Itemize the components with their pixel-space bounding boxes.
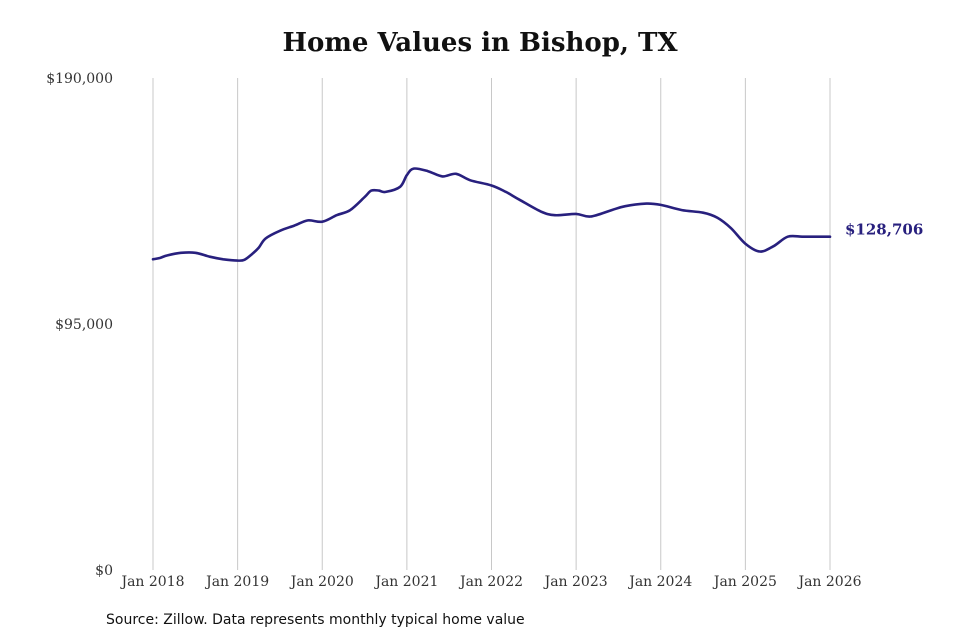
x-tick-label: Jan 2023 bbox=[543, 574, 608, 590]
x-tick-label: Jan 2020 bbox=[289, 574, 354, 590]
series-line bbox=[151, 167, 832, 262]
x-tick-label: Jan 2021 bbox=[373, 574, 438, 590]
y-tick-label: $0 bbox=[95, 563, 113, 579]
x-tick-label: Jan 2018 bbox=[119, 574, 184, 590]
source-note: Source: Zillow. Data represents monthly … bbox=[106, 612, 525, 628]
x-tick-label: Jan 2019 bbox=[204, 574, 269, 590]
y-tick-label: $95,000 bbox=[55, 317, 113, 333]
end-value-label: $128,706 bbox=[845, 221, 923, 239]
x-tick-label: Jan 2026 bbox=[796, 574, 861, 590]
chart-title: Home Values in Bishop, TX bbox=[282, 28, 678, 58]
x-tick-label: Jan 2022 bbox=[458, 574, 523, 590]
y-tick-label: $190,000 bbox=[46, 71, 113, 87]
x-tick-label: Jan 2025 bbox=[712, 574, 777, 590]
x-tick-label: Jan 2024 bbox=[627, 574, 692, 590]
